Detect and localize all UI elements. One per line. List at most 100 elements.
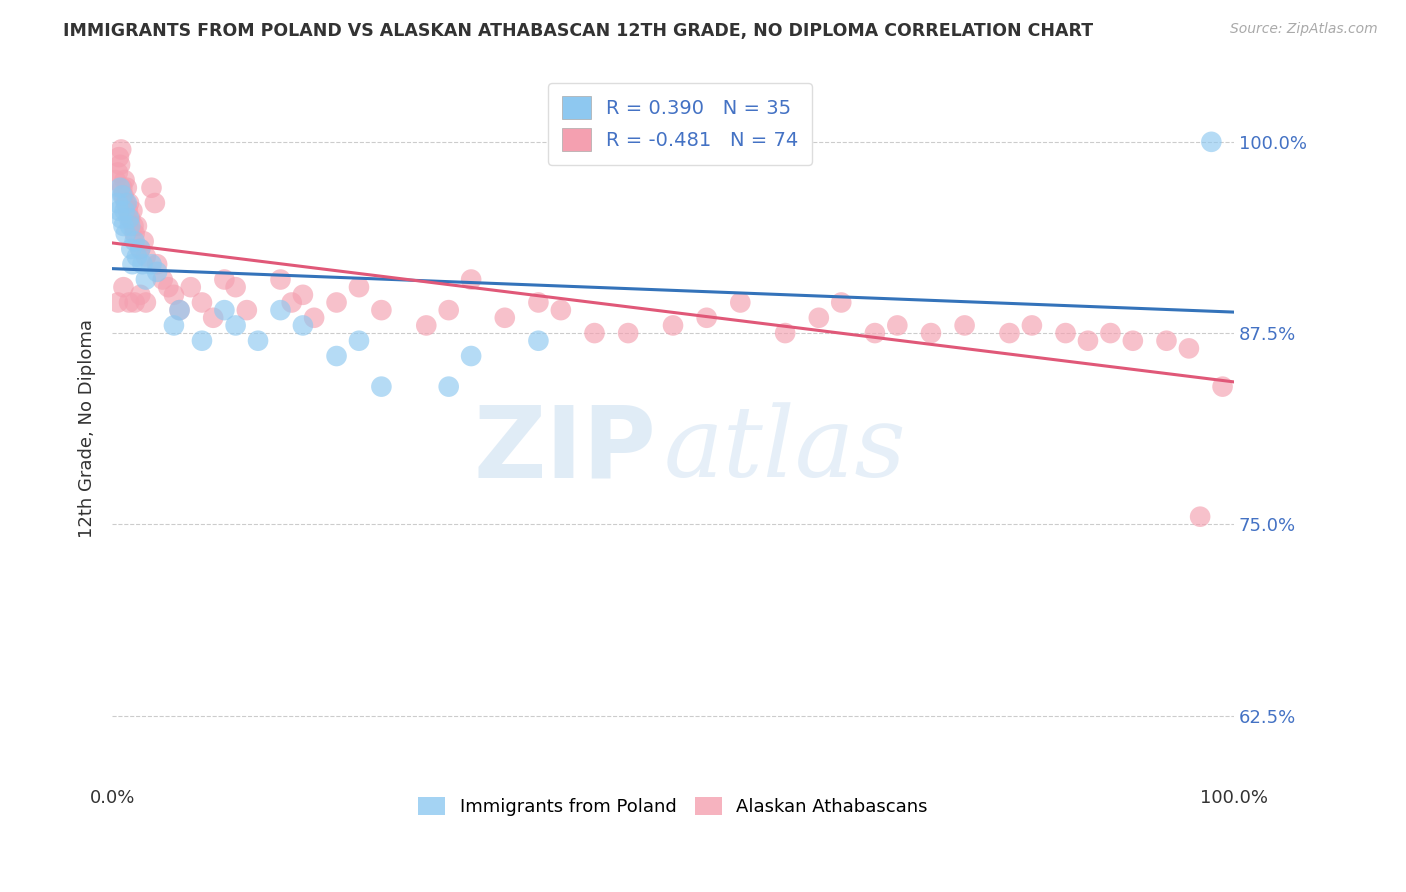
Point bbox=[527, 334, 550, 348]
Text: ZIP: ZIP bbox=[474, 401, 657, 499]
Point bbox=[135, 272, 157, 286]
Point bbox=[302, 310, 325, 325]
Point bbox=[202, 310, 225, 325]
Point bbox=[325, 349, 347, 363]
Point bbox=[225, 318, 247, 333]
Point bbox=[118, 196, 141, 211]
Point bbox=[108, 150, 131, 164]
Point bbox=[1021, 318, 1043, 333]
Point bbox=[141, 180, 163, 194]
Point bbox=[830, 295, 852, 310]
Point bbox=[773, 326, 796, 340]
Point bbox=[583, 326, 606, 340]
Point bbox=[291, 288, 314, 302]
Point bbox=[225, 280, 247, 294]
Point bbox=[347, 334, 370, 348]
Point bbox=[494, 310, 516, 325]
Point bbox=[115, 196, 138, 211]
Point bbox=[437, 303, 460, 318]
Point bbox=[325, 295, 347, 310]
Point bbox=[125, 219, 148, 233]
Point bbox=[527, 295, 550, 310]
Point bbox=[121, 203, 143, 218]
Point bbox=[1054, 326, 1077, 340]
Point bbox=[460, 272, 482, 286]
Point bbox=[124, 295, 146, 310]
Point bbox=[135, 250, 157, 264]
Point bbox=[107, 165, 129, 179]
Point bbox=[143, 196, 166, 211]
Point bbox=[114, 196, 136, 211]
Point bbox=[169, 303, 191, 318]
Legend: Immigrants from Poland, Alaskan Athabascans: Immigrants from Poland, Alaskan Athabasc… bbox=[409, 788, 936, 825]
Point bbox=[152, 272, 174, 286]
Point bbox=[437, 379, 460, 393]
Point bbox=[146, 257, 169, 271]
Point bbox=[108, 203, 131, 218]
Point bbox=[550, 303, 572, 318]
Point bbox=[117, 203, 139, 218]
Point bbox=[112, 280, 135, 294]
Point bbox=[107, 295, 129, 310]
Point bbox=[112, 188, 135, 202]
Point bbox=[291, 318, 314, 333]
Text: atlas: atlas bbox=[664, 402, 907, 498]
Point bbox=[104, 173, 127, 187]
Point bbox=[280, 295, 302, 310]
Point bbox=[370, 379, 392, 393]
Point bbox=[347, 280, 370, 294]
Point bbox=[120, 219, 142, 233]
Point bbox=[696, 310, 718, 325]
Point bbox=[114, 203, 136, 218]
Point bbox=[129, 288, 152, 302]
Point bbox=[115, 180, 138, 194]
Point bbox=[112, 219, 135, 233]
Point bbox=[135, 295, 157, 310]
Point bbox=[998, 326, 1021, 340]
Point bbox=[730, 295, 752, 310]
Point bbox=[169, 303, 191, 318]
Point bbox=[121, 257, 143, 271]
Text: IMMIGRANTS FROM POLAND VS ALASKAN ATHABASCAN 12TH GRADE, NO DIPLOMA CORRELATION : IMMIGRANTS FROM POLAND VS ALASKAN ATHABA… bbox=[63, 22, 1094, 40]
Point bbox=[180, 280, 202, 294]
Point bbox=[120, 211, 142, 226]
Text: Source: ZipAtlas.com: Source: ZipAtlas.com bbox=[1230, 22, 1378, 37]
Point bbox=[129, 242, 152, 256]
Point bbox=[191, 295, 214, 310]
Point bbox=[1178, 342, 1201, 356]
Point bbox=[122, 219, 145, 233]
Point bbox=[110, 143, 132, 157]
Point bbox=[807, 310, 830, 325]
Point bbox=[1156, 334, 1178, 348]
Point bbox=[920, 326, 942, 340]
Point bbox=[269, 303, 291, 318]
Point bbox=[132, 234, 155, 248]
Point bbox=[886, 318, 908, 333]
Point bbox=[131, 257, 153, 271]
Point bbox=[157, 280, 180, 294]
Point bbox=[214, 303, 236, 318]
Point bbox=[108, 158, 131, 172]
Point bbox=[163, 318, 186, 333]
Point bbox=[141, 257, 163, 271]
Point bbox=[1212, 379, 1234, 393]
Point bbox=[460, 349, 482, 363]
Point bbox=[247, 334, 270, 348]
Point bbox=[110, 211, 132, 226]
Point bbox=[111, 180, 134, 194]
Point bbox=[111, 188, 134, 202]
Point bbox=[617, 326, 640, 340]
Point bbox=[1201, 135, 1223, 149]
Point bbox=[1077, 334, 1099, 348]
Point bbox=[1122, 334, 1144, 348]
Point bbox=[118, 211, 141, 226]
Point bbox=[118, 295, 141, 310]
Point bbox=[146, 265, 169, 279]
Point bbox=[1189, 509, 1212, 524]
Point bbox=[863, 326, 886, 340]
Point bbox=[191, 334, 214, 348]
Point bbox=[124, 227, 146, 241]
Point bbox=[269, 272, 291, 286]
Point bbox=[415, 318, 437, 333]
Point bbox=[163, 288, 186, 302]
